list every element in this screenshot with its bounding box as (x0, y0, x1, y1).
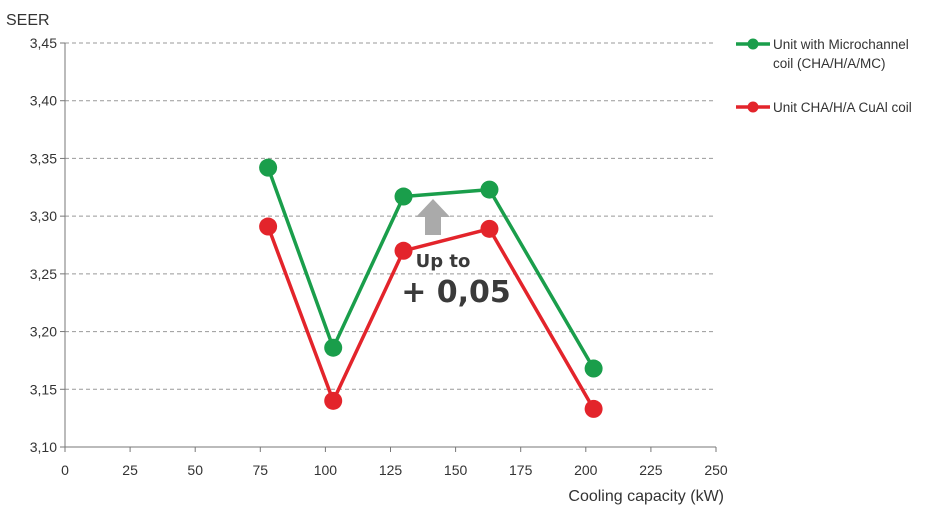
y-tick-label: 3,20 (30, 324, 57, 340)
y-tick-label: 3,15 (30, 381, 57, 397)
legend-label: Unit with Microchannel (773, 37, 909, 52)
annotation-line2: + 0,05 (401, 275, 511, 310)
data-point (585, 360, 603, 378)
x-tick-label: 175 (509, 462, 533, 478)
data-point (480, 220, 498, 238)
legend-label: coil (CHA/H/A/MC) (773, 56, 886, 71)
y-tick-label: 3,45 (30, 35, 57, 51)
x-tick-label: 75 (253, 462, 269, 478)
x-tick-label: 0 (61, 462, 69, 478)
x-tick-label: 200 (574, 462, 598, 478)
grid-lines (65, 43, 716, 389)
x-tick-label: 50 (187, 462, 203, 478)
y-axis-title: SEER (6, 12, 50, 29)
data-point (324, 392, 342, 410)
data-point (259, 218, 277, 236)
x-tick-label: 25 (122, 462, 138, 478)
x-tick-label: 225 (639, 462, 663, 478)
axes: 3,10 3,15 3,20 3,25 3,30 3,35 3,40 3,45 0 25 50 75 1… (6, 12, 728, 505)
x-tick-label: 100 (314, 462, 338, 478)
y-tick-label: 3,40 (30, 93, 57, 109)
y-tick-label: 3,25 (30, 266, 57, 282)
x-tick-label: 250 (704, 462, 728, 478)
x-tick-label: 150 (444, 462, 468, 478)
annotation-line1: Up to (416, 251, 471, 272)
legend-swatch-marker (748, 39, 759, 50)
y-tick-label: 3,10 (30, 439, 57, 455)
data-point (324, 339, 342, 357)
data-point (480, 181, 498, 199)
data-point (259, 159, 277, 177)
legend: Unit with Microchannel coil (CHA/H/A/MC) U… (736, 37, 912, 115)
data-point (395, 242, 413, 260)
data-point (395, 188, 413, 206)
up-arrow-icon (416, 199, 450, 235)
legend-swatch-marker (748, 102, 759, 113)
x-axis-title: Cooling capacity (kW) (568, 488, 724, 505)
x-tick-label: 125 (379, 462, 403, 478)
legend-label: Unit CHA/H/A CuAl coil (773, 100, 912, 115)
y-tick-label: 3,30 (30, 208, 57, 224)
data-point (585, 400, 603, 418)
y-tick-label: 3,35 (30, 150, 57, 166)
